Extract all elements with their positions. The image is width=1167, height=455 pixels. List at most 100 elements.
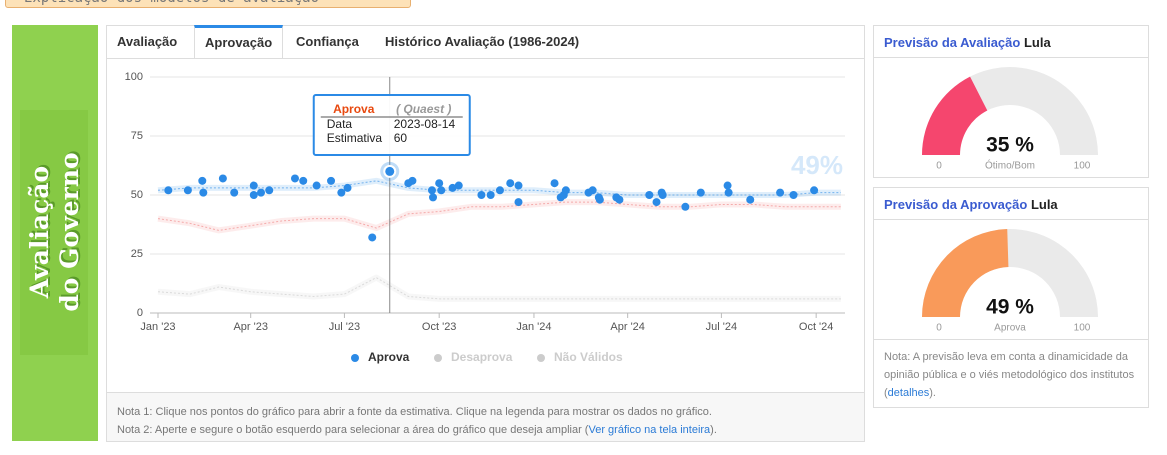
legend-marker[interactable] <box>351 354 359 362</box>
point-halo <box>380 161 400 181</box>
tab[interactable]: Confiança <box>296 34 359 49</box>
point[interactable] <box>588 186 597 195</box>
point[interactable] <box>435 179 444 188</box>
point[interactable] <box>658 191 667 199</box>
point[interactable] <box>164 186 173 195</box>
point[interactable] <box>437 186 446 195</box>
point[interactable] <box>789 191 798 199</box>
note: Nota 1: Clique nos pontos do gráfico par… <box>117 406 712 418</box>
x-tick-label: Apr '23 <box>233 321 268 333</box>
point[interactable] <box>506 179 515 188</box>
separator <box>873 57 1149 58</box>
sidebar-inner <box>20 110 88 355</box>
point[interactable] <box>810 186 819 195</box>
point[interactable] <box>723 181 732 190</box>
gauge-panel <box>873 187 1149 408</box>
y-tick-label: 75 <box>131 130 143 142</box>
y-tick-label: 0 <box>137 307 143 319</box>
gauge-max: 100 <box>1074 161 1091 172</box>
point[interactable] <box>290 174 299 183</box>
point[interactable] <box>249 181 258 190</box>
x-tick-label: Jan '24 <box>516 321 551 333</box>
panel-title: Previsão da Aprovação Lula <box>884 197 1058 212</box>
point[interactable] <box>249 191 258 199</box>
legend-label[interactable]: Não Válidos <box>554 350 623 364</box>
point[interactable] <box>615 195 624 204</box>
point[interactable] <box>327 176 336 185</box>
gauge-note: Nota: A previsão leva em conta a dinamic… <box>884 348 1142 402</box>
x-tick-label: Jan '23 <box>140 321 175 333</box>
tab[interactable]: Avaliação <box>117 34 178 49</box>
y-tick-label: 100 <box>125 71 143 83</box>
point[interactable] <box>696 188 705 197</box>
point[interactable] <box>383 164 397 178</box>
point[interactable] <box>514 198 523 207</box>
point[interactable] <box>337 188 346 197</box>
x-tick-label: Jul '23 <box>329 321 360 333</box>
tab[interactable]: Aprovação <box>194 25 284 58</box>
legend-marker[interactable] <box>537 354 545 362</box>
point[interactable] <box>595 195 604 204</box>
point[interactable] <box>681 202 690 211</box>
point[interactable] <box>256 188 265 197</box>
note-text: ). <box>929 387 936 399</box>
point[interactable] <box>427 186 436 195</box>
point[interactable] <box>514 181 523 190</box>
note-text: Nota: A previsão leva em conta a dinamic… <box>884 351 1135 399</box>
point[interactable] <box>495 186 504 195</box>
point[interactable] <box>724 188 733 197</box>
gauge-max: 100 <box>1074 323 1091 334</box>
end-label: 49% <box>791 150 843 180</box>
legend-label[interactable]: Aprova <box>368 350 410 364</box>
point[interactable] <box>198 176 207 185</box>
point[interactable] <box>343 183 352 192</box>
point[interactable] <box>408 176 417 185</box>
point[interactable] <box>776 188 785 197</box>
tooltip <box>312 94 471 156</box>
point[interactable] <box>312 181 321 190</box>
details-link[interactable]: detalhes <box>887 387 930 399</box>
gauge-label: Ótimo/Bom <box>985 159 1035 172</box>
legend-marker[interactable] <box>434 354 442 362</box>
point[interactable] <box>368 233 377 242</box>
separator <box>873 339 1149 340</box>
point[interactable] <box>230 188 239 197</box>
point[interactable] <box>218 174 227 183</box>
banner[interactable]: Explicação dos modelos de avaliação <box>5 0 411 8</box>
point[interactable] <box>746 195 755 204</box>
subject: Lula <box>1023 35 1051 50</box>
trend-line <box>157 277 841 300</box>
point[interactable] <box>561 186 570 195</box>
tooltip-series: Aprova <box>333 102 375 116</box>
gauge-arc <box>922 229 1009 317</box>
sidebar: Avaliação do Governo <box>12 25 98 441</box>
point[interactable] <box>299 176 308 185</box>
point[interactable] <box>199 188 208 197</box>
point[interactable] <box>448 183 457 192</box>
gauge-min: 0 <box>936 161 942 172</box>
gauge-label: Aprova <box>994 323 1026 334</box>
point[interactable] <box>645 191 654 199</box>
fullscreen-link[interactable]: Ver gráfico na tela inteira <box>588 424 711 436</box>
point[interactable] <box>652 198 661 207</box>
point[interactable] <box>183 186 192 195</box>
note: Nota 2: Aperte e segure o botão esquerdo… <box>117 421 864 439</box>
legend-label[interactable]: Desaprova <box>451 350 513 364</box>
point[interactable] <box>429 193 438 202</box>
point[interactable] <box>454 181 463 190</box>
point[interactable] <box>477 191 486 199</box>
point[interactable] <box>486 191 495 199</box>
tooltip-source: ( Quaest ) <box>396 102 451 116</box>
tooltip-key: Estimativa <box>327 131 383 145</box>
point[interactable] <box>265 186 274 195</box>
notes: Nota 1: Clique nos pontos do gráfico par… <box>107 392 864 441</box>
x-tick-label: Oct '23 <box>422 321 457 333</box>
tab[interactable]: Histórico Avaliação (1986-2024) <box>385 34 580 49</box>
gauge-panel <box>873 25 1149 178</box>
point[interactable] <box>550 179 559 188</box>
trend-line <box>157 201 841 231</box>
y-tick-label: 50 <box>131 189 143 201</box>
x-tick-label: Oct '24 <box>799 321 834 333</box>
